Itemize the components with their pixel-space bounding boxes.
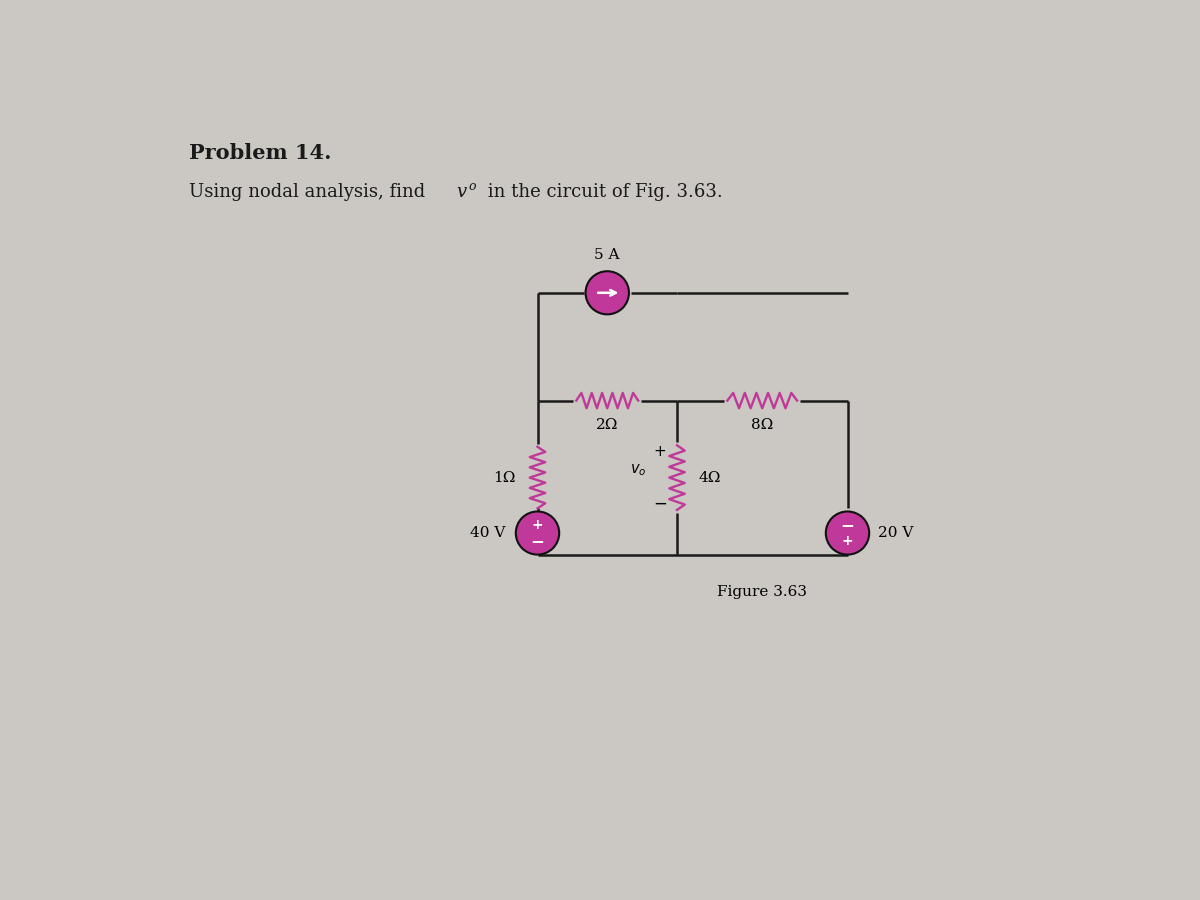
Text: +: +	[532, 518, 544, 532]
Text: −: −	[840, 516, 854, 534]
Text: 20 V: 20 V	[878, 526, 914, 540]
Text: +: +	[841, 534, 853, 548]
Text: 2Ω: 2Ω	[596, 418, 618, 431]
Circle shape	[516, 511, 559, 554]
Text: $v_o$: $v_o$	[630, 462, 647, 478]
Text: −: −	[653, 495, 667, 513]
Circle shape	[586, 271, 629, 314]
Text: 4Ω: 4Ω	[698, 471, 721, 484]
Circle shape	[826, 511, 869, 554]
Text: −: −	[530, 532, 545, 550]
Text: 40 V: 40 V	[469, 526, 505, 540]
Text: Using nodal analysis, find: Using nodal analysis, find	[188, 184, 431, 202]
Text: +: +	[654, 444, 666, 459]
Text: o: o	[468, 180, 475, 193]
Text: 5 A: 5 A	[594, 248, 620, 262]
Text: v: v	[456, 184, 467, 202]
Text: in the circuit of Fig. 3.63.: in the circuit of Fig. 3.63.	[481, 184, 722, 202]
Text: Figure 3.63: Figure 3.63	[718, 585, 808, 599]
Text: 8Ω: 8Ω	[751, 418, 773, 431]
Text: 1Ω: 1Ω	[493, 471, 516, 484]
Text: Problem 14.: Problem 14.	[188, 142, 331, 163]
